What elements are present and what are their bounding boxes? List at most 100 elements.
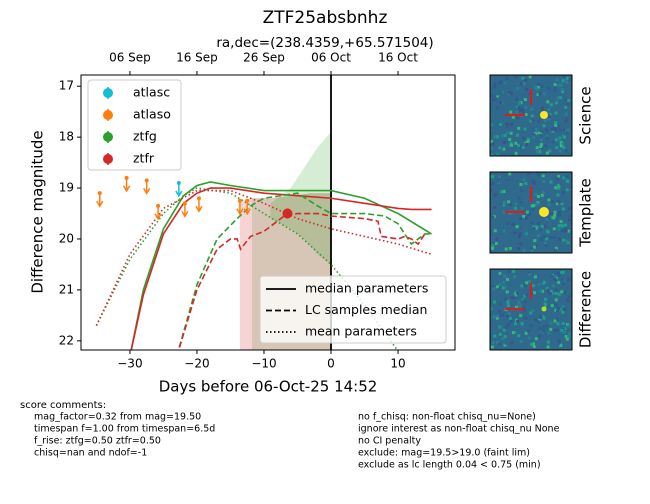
noise-pixel xyxy=(521,343,525,347)
limit-arrowhead xyxy=(195,205,203,213)
noise-pixel xyxy=(542,316,546,320)
noise-pixel xyxy=(557,306,561,310)
noise-pixel xyxy=(541,191,545,195)
comment-line: exclude: mag=19.5>19.0 (faint lim) xyxy=(358,448,530,459)
noise-pixel xyxy=(568,80,572,84)
limit-arrowhead xyxy=(154,213,162,221)
noise-pixel xyxy=(547,125,551,129)
noise-pixel xyxy=(553,274,557,278)
noise-pixel xyxy=(529,324,533,328)
legend-marker xyxy=(103,88,113,98)
noise-pixel xyxy=(544,128,548,132)
noise-pixel xyxy=(548,149,552,153)
noise-pixel xyxy=(537,282,541,286)
noise-pixel xyxy=(539,133,543,137)
noise-pixel xyxy=(499,80,503,84)
noise-pixel xyxy=(548,292,552,296)
noise-pixel xyxy=(565,98,569,102)
noise-pixel xyxy=(560,118,564,122)
model-curve xyxy=(130,181,432,350)
noise-pixel xyxy=(567,295,571,299)
noise-pixel xyxy=(546,87,550,91)
noise-pixel xyxy=(544,297,548,301)
noise-pixel xyxy=(529,117,533,121)
noise-pixel xyxy=(510,122,514,126)
noise-pixel xyxy=(524,231,528,235)
noise-pixel xyxy=(538,334,542,338)
noise-pixel xyxy=(516,116,520,120)
noise-pixel xyxy=(550,291,554,295)
noise-pixel xyxy=(491,175,495,179)
noise-pixel xyxy=(496,314,500,318)
noise-pixel xyxy=(522,178,526,182)
y-tick-label: 21 xyxy=(59,282,74,296)
noise-pixel xyxy=(525,247,529,251)
noise-pixel xyxy=(507,200,511,204)
noise-pixel xyxy=(539,138,543,142)
noise-pixel xyxy=(508,126,512,130)
noise-pixel xyxy=(512,269,516,273)
noise-pixel xyxy=(540,130,544,134)
noise-pixel xyxy=(562,128,566,132)
noise-pixel xyxy=(562,176,566,180)
noise-pixel xyxy=(533,275,537,279)
noise-pixel xyxy=(515,97,519,101)
noise-pixel xyxy=(543,225,547,229)
noise-pixel xyxy=(565,134,569,138)
noise-pixel xyxy=(493,229,497,233)
noise-pixel xyxy=(527,212,531,216)
noise-pixel xyxy=(549,136,553,140)
cutout-frame xyxy=(489,171,573,254)
noise-pixel xyxy=(553,88,557,92)
noise-pixel xyxy=(553,235,557,239)
x2-tick-label: 16 Oct xyxy=(378,51,418,65)
noise-pixel xyxy=(509,92,513,96)
noise-pixel xyxy=(515,282,519,286)
noise-pixel xyxy=(529,311,533,315)
noise-pixel xyxy=(547,198,551,202)
noise-pixel xyxy=(566,303,570,307)
noise-pixel xyxy=(517,246,521,250)
noise-pixel xyxy=(533,239,537,243)
noise-pixel xyxy=(516,133,520,137)
noise-pixel xyxy=(532,135,536,139)
noise-pixel xyxy=(491,181,495,185)
noise-pixel xyxy=(559,183,563,187)
noise-pixel xyxy=(545,293,549,297)
noise-pixel xyxy=(496,97,500,101)
noise-pixel xyxy=(567,332,571,336)
noise-pixel xyxy=(516,319,520,323)
noise-pixel xyxy=(522,248,526,252)
noise-pixel xyxy=(538,92,542,96)
noise-pixel xyxy=(530,221,534,225)
noise-pixel xyxy=(564,119,568,123)
noise-pixel xyxy=(549,180,553,184)
comment-header: score comments: xyxy=(20,400,106,411)
noise-pixel xyxy=(532,245,536,249)
noise-pixel xyxy=(508,145,512,149)
noise-pixel xyxy=(560,228,564,232)
point xyxy=(176,180,181,185)
noise-pixel xyxy=(519,108,523,112)
noise-pixel xyxy=(545,204,549,208)
noise-pixel xyxy=(562,224,566,228)
noise-pixel xyxy=(530,114,534,118)
noise-pixel xyxy=(512,103,516,107)
point xyxy=(196,196,201,201)
noise-pixel xyxy=(539,145,543,149)
noise-pixel xyxy=(540,146,544,150)
noise-pixel xyxy=(521,299,525,303)
noise-pixel xyxy=(542,92,546,96)
noise-pixel xyxy=(521,145,525,149)
noise-pixel xyxy=(521,107,525,111)
noise-pixel xyxy=(499,325,503,329)
noise-pixel xyxy=(532,128,536,132)
noise-pixel xyxy=(542,179,546,183)
noise-pixel xyxy=(490,345,494,349)
noise-pixel xyxy=(519,82,523,86)
noise-pixel xyxy=(554,121,558,125)
noise-pixel xyxy=(546,224,550,228)
model-curve xyxy=(177,212,426,350)
noise-pixel xyxy=(520,206,524,210)
noise-pixel xyxy=(532,203,536,207)
